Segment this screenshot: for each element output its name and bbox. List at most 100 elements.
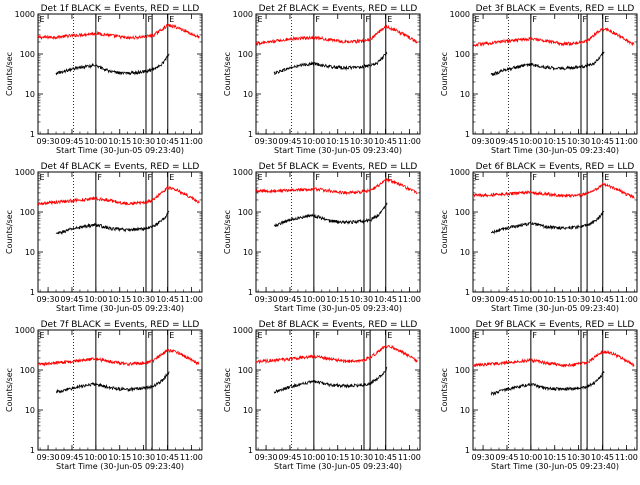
x-tick-label: 09:45	[278, 295, 301, 304]
chart-title: Det 8f BLACK = Events, RED = LLD	[259, 320, 418, 330]
y-tick-label: 10	[243, 90, 253, 99]
x-tick-label: 11:00	[180, 453, 203, 462]
x-tick-label: 10:00	[302, 295, 325, 304]
x-axis-label: Start Time (30-Jun-05 09:23:40)	[56, 462, 184, 471]
x-tick-label: 10:15	[326, 453, 349, 462]
chart-title: Det 9f BLACK = Events, RED = LLD	[476, 320, 635, 330]
lld-series-line	[37, 185, 200, 206]
y-tick-label: 1	[465, 288, 470, 297]
chart-panel: Det 8f BLACK = Events, RED = LLD 1 10 100 10…	[223, 320, 421, 471]
chart-title: Det 1f BLACK = Events, RED = LLD	[41, 4, 200, 14]
event-marker-label: F	[583, 173, 588, 182]
y-tick-label: 10	[460, 90, 470, 99]
y-tick-label: 100	[238, 366, 253, 375]
x-tick-label: 10:15	[543, 453, 566, 462]
x-tick-label: 10:30	[132, 137, 155, 146]
y-axis-label: Counts/sec	[223, 368, 232, 412]
y-tick-label: 1	[30, 288, 35, 297]
y-tick-label: 1	[248, 288, 253, 297]
y-axis-label: Counts/sec	[223, 52, 232, 96]
y-tick-label: 100	[455, 366, 470, 375]
y-tick-label: 10	[25, 248, 35, 257]
event-marker-label: E	[40, 331, 45, 340]
event-marker-label: E	[40, 173, 45, 182]
y-tick-label: 1000	[450, 10, 470, 19]
event-marker-label: F	[148, 15, 153, 24]
y-axis-label: Counts/sec	[440, 52, 449, 96]
x-tick-label: 11:00	[398, 295, 421, 304]
lld-series-line	[255, 344, 418, 365]
lld-series-line	[472, 349, 635, 368]
x-tick-label: 10:15	[543, 295, 566, 304]
chart-panel: Det 7f BLACK = Events, RED = LLD 1 10 100 10…	[5, 320, 203, 471]
event-marker-label: E	[475, 15, 480, 24]
event-marker-label: F	[366, 331, 371, 340]
y-axis-label: Counts/sec	[5, 52, 14, 96]
x-tick-label: 10:30	[567, 295, 590, 304]
x-tick-label: 11:00	[615, 137, 638, 146]
y-tick-label: 1000	[15, 326, 35, 335]
y-tick-label: 100	[455, 208, 470, 217]
y-tick-label: 1	[465, 130, 470, 139]
plot-frame	[255, 13, 421, 135]
lld-series-line	[37, 23, 200, 41]
x-tick-label: 09:30	[255, 137, 278, 146]
x-tick-label: 11:00	[398, 137, 421, 146]
x-tick-label: 10:30	[567, 137, 590, 146]
y-tick-label: 100	[238, 208, 253, 217]
x-tick-label: 10:15	[108, 137, 131, 146]
x-tick-label: 10:00	[84, 137, 107, 146]
chart-title: Det 3f BLACK = Events, RED = LLD	[476, 4, 635, 14]
x-tick-label: 09:30	[472, 295, 495, 304]
x-tick-label: 09:45	[60, 137, 83, 146]
x-tick-label: 09:45	[278, 137, 301, 146]
x-tick-label: 09:45	[60, 295, 83, 304]
x-tick-label: 10:30	[350, 137, 373, 146]
y-axis-label: Counts/sec	[440, 368, 449, 412]
x-tick-label: 11:00	[615, 453, 638, 462]
lld-series-line	[472, 27, 635, 48]
x-axis-label: Start Time (30-Jun-05 09:23:40)	[274, 462, 402, 471]
y-tick-label: 1	[30, 130, 35, 139]
event-marker-label: E	[604, 15, 609, 24]
x-tick-label: 10:00	[84, 453, 107, 462]
y-tick-label: 1000	[233, 326, 253, 335]
y-tick-label: 100	[455, 50, 470, 59]
x-axis-label: Start Time (30-Jun-05 09:23:40)	[274, 304, 402, 313]
chart-panel: Det 4f BLACK = Events, RED = LLD 1 10 100 10…	[5, 162, 203, 313]
event-marker-label: F	[315, 173, 320, 182]
event-marker-label: E	[169, 15, 174, 24]
x-tick-label: 09:30	[37, 137, 60, 146]
event-marker-label: E	[604, 173, 609, 182]
events-series-line	[273, 202, 388, 228]
chart-panel: Det 9f BLACK = Events, RED = LLD 1 10 100 10…	[440, 320, 638, 471]
x-tick-label: 10:00	[519, 295, 542, 304]
x-tick-label: 10:30	[567, 453, 590, 462]
event-marker-label: E	[475, 173, 480, 182]
event-marker-label: F	[315, 331, 320, 340]
event-marker-label: F	[583, 15, 588, 24]
x-tick-label: 10:45	[591, 137, 614, 146]
chart-title: Det 7f BLACK = Events, RED = LLD	[41, 320, 200, 330]
plot-frame	[472, 171, 638, 293]
y-tick-label: 10	[243, 248, 253, 257]
x-tick-label: 10:15	[543, 137, 566, 146]
x-axis-label: Start Time (30-Jun-05 09:23:40)	[274, 146, 402, 155]
y-axis-label: Counts/sec	[223, 210, 232, 254]
x-tick-label: 10:45	[374, 295, 397, 304]
x-tick-label: 09:30	[472, 453, 495, 462]
x-tick-label: 09:45	[495, 137, 518, 146]
y-tick-label: 10	[460, 248, 470, 257]
x-tick-label: 09:45	[495, 295, 518, 304]
event-marker-label: F	[532, 173, 537, 182]
x-tick-label: 10:15	[326, 137, 349, 146]
events-series-line	[273, 366, 388, 394]
y-axis-label: Counts/sec	[5, 368, 14, 412]
x-tick-label: 10:45	[591, 453, 614, 462]
x-tick-label: 09:45	[278, 453, 301, 462]
x-tick-label: 11:00	[615, 295, 638, 304]
x-axis-label: Start Time (30-Jun-05 09:23:40)	[56, 146, 184, 155]
y-tick-label: 10	[25, 90, 35, 99]
y-tick-label: 1	[30, 446, 35, 455]
x-tick-label: 10:00	[519, 453, 542, 462]
